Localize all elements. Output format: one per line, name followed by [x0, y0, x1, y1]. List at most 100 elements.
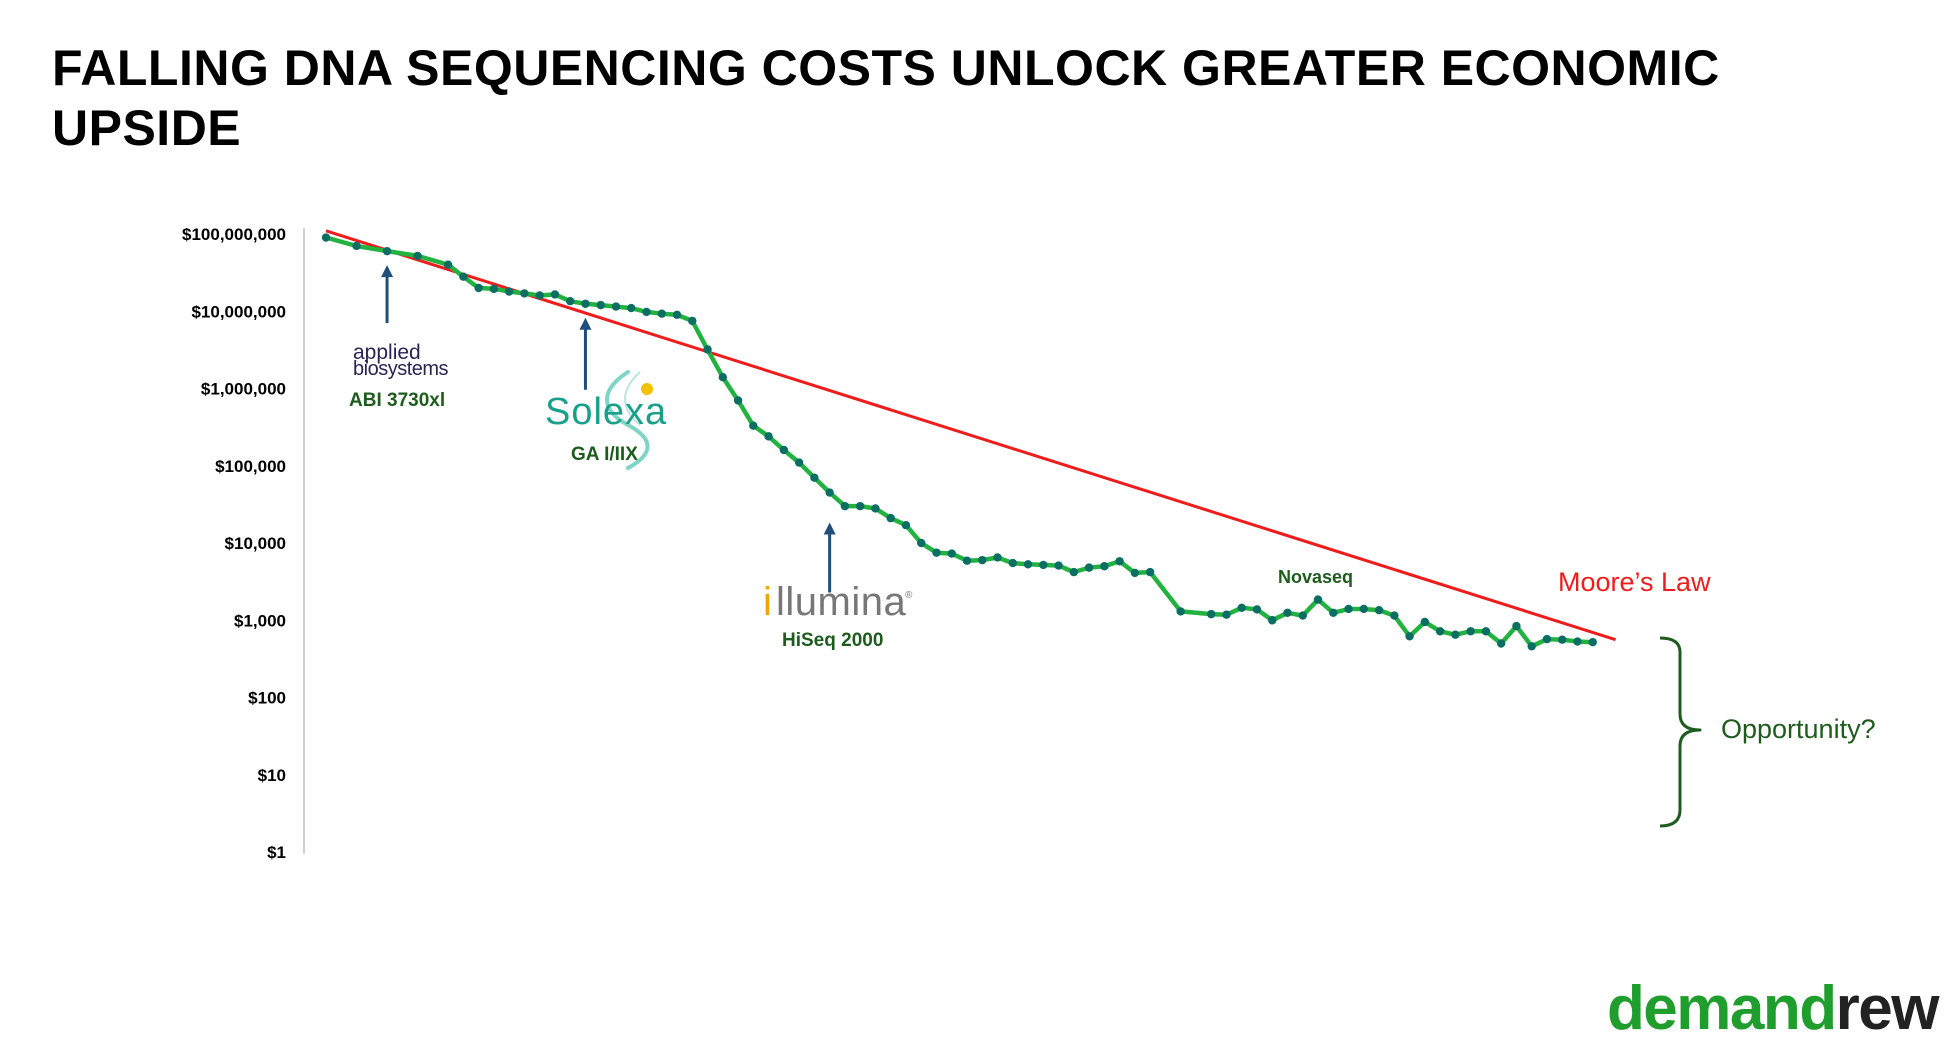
- cost-point: [1512, 621, 1521, 631]
- y-axis: $1 $10 $100 $1,000 $10,000 $100,000 $1,000,000…: [182, 225, 305, 862]
- cost-point: [1359, 604, 1369, 614]
- cost-point: [672, 310, 682, 319]
- cost-point: [1115, 557, 1124, 566]
- cost-point: [1252, 605, 1262, 614]
- cost-point: [1313, 595, 1323, 604]
- applied-biosystems-logo-line2: biosystems: [353, 358, 449, 380]
- cost-point: [1100, 562, 1109, 571]
- cost-point: [1344, 604, 1353, 614]
- cost-point: [535, 291, 544, 300]
- cost-point: [749, 421, 758, 430]
- opportunity-bracket: [1659, 636, 1702, 828]
- cost-point: [764, 432, 773, 441]
- cost-point: [978, 555, 987, 565]
- illumina-arrow: [823, 522, 836, 593]
- cost-point: [550, 290, 560, 299]
- cost-point: [1283, 608, 1292, 617]
- cost-point: [810, 473, 819, 482]
- cost-point: [1039, 560, 1048, 570]
- annotations: applied biosystems ABI 3730xl Solexa GA …: [349, 265, 1876, 828]
- y-tick-label: $10: [258, 766, 286, 785]
- cost-point: [1298, 611, 1307, 620]
- y-tick-label: $100,000: [215, 457, 286, 476]
- cost-point: [688, 316, 697, 326]
- cost-point: [611, 302, 621, 311]
- cost-point: [1069, 567, 1079, 577]
- cost-point: [642, 307, 651, 317]
- cost-point: [581, 299, 590, 308]
- cost-point: [474, 283, 483, 293]
- cost-point: [627, 303, 636, 313]
- demandrew-logo: demandrew: [1607, 978, 1940, 1040]
- cost-point: [1542, 634, 1552, 644]
- cost-point: [565, 296, 575, 306]
- cost-point: [1588, 637, 1597, 647]
- y-tick-label: $1: [267, 843, 286, 862]
- abi-arrow: [381, 265, 394, 324]
- cost-point: [871, 504, 880, 513]
- cost-point: [1451, 630, 1460, 639]
- cost-point: [1420, 617, 1430, 627]
- applied-biosystems-logo-line1: applied: [353, 341, 421, 364]
- y-tick-label: $1,000,000: [201, 380, 286, 399]
- y-tick-label: $100,000,000: [182, 225, 286, 244]
- cost-line: [325, 235, 1593, 649]
- cost-point: [1573, 637, 1582, 646]
- moores-law-label: Moore’s Law: [1558, 567, 1711, 597]
- cost-point: [703, 345, 712, 354]
- cost-point: [855, 501, 865, 511]
- cost-point: [1268, 616, 1277, 625]
- cost-point: [840, 501, 850, 511]
- cost-point: [1176, 607, 1185, 616]
- solexa-caption: GA I/IIX: [571, 444, 638, 465]
- cost-point: [779, 445, 789, 455]
- illumina-logo: i llumina ®: [763, 580, 913, 624]
- opportunity-label: Opportunity?: [1721, 714, 1876, 744]
- cost-point: [459, 272, 468, 281]
- cost-point: [1329, 608, 1338, 617]
- svg-text:i: i: [763, 580, 772, 624]
- cost-point: [321, 233, 331, 242]
- svg-text:®: ®: [905, 590, 913, 601]
- page-title: FALLING DNA SEQUENCING COSTS UNLOCK GREA…: [52, 40, 1720, 156]
- cost-point: [886, 513, 895, 523]
- cost-point: [657, 309, 666, 318]
- cost-point: [596, 300, 605, 310]
- cost-point: [1390, 611, 1399, 620]
- cost-point: [1527, 642, 1536, 651]
- cost-point: [443, 260, 453, 269]
- cost-point: [1023, 560, 1033, 569]
- cost-point: [962, 556, 972, 565]
- abi-caption: ABI 3730xl: [349, 390, 445, 411]
- cost-point: [1084, 563, 1094, 572]
- cost-point: [794, 458, 804, 467]
- y-tick-label: $10,000,000: [191, 302, 286, 321]
- cost-point: [1466, 627, 1475, 636]
- logo-part-rew: rew: [1835, 974, 1940, 1043]
- y-tick-label: $100: [248, 689, 286, 708]
- cost-point: [917, 538, 926, 548]
- cost-point: [1206, 609, 1216, 619]
- cost-point: [413, 251, 422, 261]
- cost-point: [733, 396, 743, 405]
- cost-point: [504, 287, 514, 296]
- cost-point: [947, 549, 956, 558]
- cost-point: [1374, 605, 1384, 615]
- cost-point: [1054, 561, 1063, 570]
- cost-point: [1008, 558, 1017, 568]
- cost-point: [932, 548, 941, 557]
- cost-point: [718, 373, 728, 382]
- cost-point: [1222, 610, 1231, 619]
- cost-point: [1481, 627, 1491, 636]
- cost-point: [1558, 635, 1567, 644]
- cost-point: [520, 289, 529, 298]
- hiseq-caption: HiSeq 2000: [782, 630, 883, 651]
- svg-text:llumina: llumina: [776, 580, 906, 624]
- logo-part-demand: demand: [1606, 974, 1837, 1043]
- cost-point: [1145, 567, 1155, 577]
- cost-point: [993, 553, 1002, 562]
- cost-point: [825, 488, 834, 497]
- cost-point: [489, 284, 499, 294]
- solexa-arrow: [579, 317, 592, 390]
- cost-point: [352, 241, 361, 251]
